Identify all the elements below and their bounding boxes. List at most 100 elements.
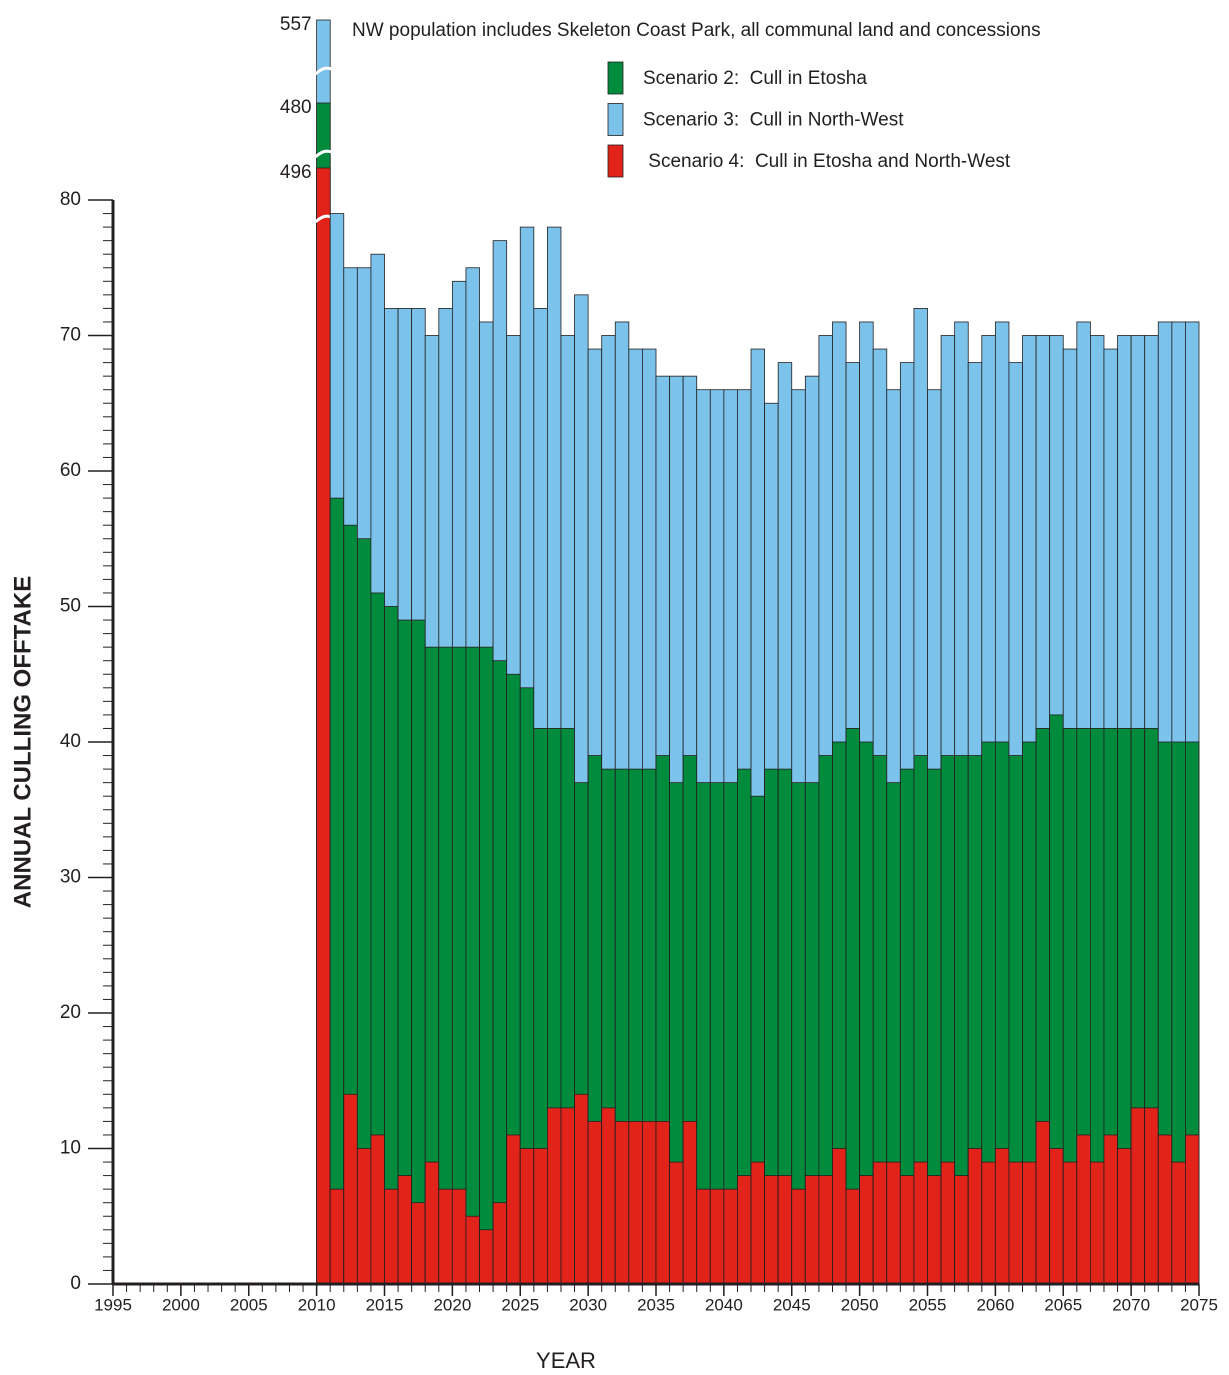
y-tick-label: 20 <box>60 1002 81 1023</box>
y-tick-label: 70 <box>60 325 81 346</box>
bar <box>1157 1134 1173 1285</box>
y-tick-label: 10 <box>60 1138 81 1159</box>
bar <box>451 646 467 1285</box>
bar <box>438 646 453 1285</box>
bar <box>655 1121 670 1285</box>
bar <box>737 1175 752 1285</box>
bar <box>479 1229 494 1285</box>
bar <box>1035 1121 1051 1285</box>
bar <box>1103 1134 1118 1285</box>
y-tick-label: 40 <box>60 731 81 752</box>
bar <box>1062 1161 1078 1285</box>
bar <box>1117 1148 1132 1285</box>
bar <box>886 1161 901 1285</box>
bar <box>356 1148 372 1285</box>
bar <box>560 1107 575 1285</box>
bar <box>397 1175 413 1285</box>
data-label: 496 <box>280 162 312 183</box>
x-tick-label: 2020 <box>433 1295 471 1314</box>
x-axis-label: YEAR <box>536 1348 596 1373</box>
bar <box>696 1188 711 1285</box>
bar <box>1185 1134 1200 1285</box>
bar <box>750 1161 766 1285</box>
bar <box>1130 1107 1146 1285</box>
x-tick-label: 2000 <box>162 1295 200 1314</box>
bar <box>804 1175 820 1285</box>
bar <box>411 1202 426 1285</box>
bar <box>723 1188 738 1285</box>
y-tick-label: 0 <box>70 1273 81 1294</box>
bar <box>465 646 480 1285</box>
legend-label: Scenario 2: Cull in Etosha <box>643 68 867 89</box>
legend-swatch <box>607 61 624 95</box>
bar <box>859 1175 874 1285</box>
bar <box>628 1121 643 1285</box>
data-label: 480 <box>280 97 312 118</box>
bar <box>777 1175 793 1285</box>
bar <box>994 1148 1010 1285</box>
bar <box>601 1107 616 1285</box>
bar <box>927 1175 942 1285</box>
bar <box>492 660 508 1285</box>
x-tick-label: 2055 <box>909 1295 947 1314</box>
bar <box>506 1134 521 1285</box>
bar <box>1144 1107 1159 1285</box>
bar <box>832 1148 847 1285</box>
bar <box>940 1161 956 1285</box>
bar <box>424 1161 440 1285</box>
bar <box>967 1148 983 1285</box>
y-tick-label: 50 <box>60 596 81 617</box>
bar <box>329 1188 345 1285</box>
bar <box>492 1202 508 1285</box>
x-tick-label: 2070 <box>1112 1295 1150 1314</box>
bar <box>343 1093 358 1285</box>
bar <box>764 1175 779 1285</box>
bar <box>384 606 399 1285</box>
annotation: NW population includes Skeleton Coast Pa… <box>352 20 1041 41</box>
x-tick-label: 1995 <box>94 1295 132 1314</box>
bar <box>669 1161 684 1285</box>
legend-label: Scenario 3: Cull in North-West <box>643 110 904 131</box>
x-tick-label: 2035 <box>637 1295 675 1314</box>
bar <box>1076 1134 1091 1285</box>
bar <box>547 1107 562 1285</box>
x-tick-label: 2075 <box>1180 1295 1218 1314</box>
bar <box>954 1175 969 1285</box>
bar <box>913 1161 928 1285</box>
y-tick-label: 80 <box>60 189 81 210</box>
bar <box>519 1148 535 1285</box>
bar <box>451 1188 467 1285</box>
bar <box>899 1175 915 1285</box>
legend-swatch <box>607 144 624 178</box>
bar <box>1049 1148 1064 1285</box>
bar <box>1022 1161 1037 1285</box>
data-label: 557 <box>280 14 312 35</box>
axis-break <box>314 149 332 159</box>
legend-label: Scenario 4: Cull in Etosha and North-Wes… <box>643 151 1011 172</box>
y-tick-label: 30 <box>60 867 81 888</box>
bar <box>818 1175 833 1285</box>
bar <box>682 1121 698 1285</box>
x-tick-label: 2040 <box>705 1295 743 1314</box>
bar <box>316 167 331 1285</box>
x-tick-label: 2050 <box>841 1295 879 1314</box>
bar <box>329 497 345 1285</box>
bar <box>642 1121 657 1285</box>
bar <box>384 1188 399 1285</box>
x-tick-label: 2060 <box>976 1295 1014 1314</box>
bar <box>791 1188 806 1285</box>
x-tick-label: 2025 <box>501 1295 539 1314</box>
bar <box>981 1161 996 1285</box>
x-tick-label: 2005 <box>230 1295 268 1314</box>
bar <box>709 1188 725 1285</box>
bar <box>370 1134 385 1285</box>
x-tick-label: 2015 <box>366 1295 404 1314</box>
bar <box>465 1215 480 1285</box>
bar <box>574 1093 589 1285</box>
x-tick-label: 2045 <box>773 1295 811 1314</box>
bar <box>872 1161 888 1285</box>
axis-break <box>314 66 332 76</box>
bar <box>479 646 494 1285</box>
bar <box>533 1148 548 1285</box>
